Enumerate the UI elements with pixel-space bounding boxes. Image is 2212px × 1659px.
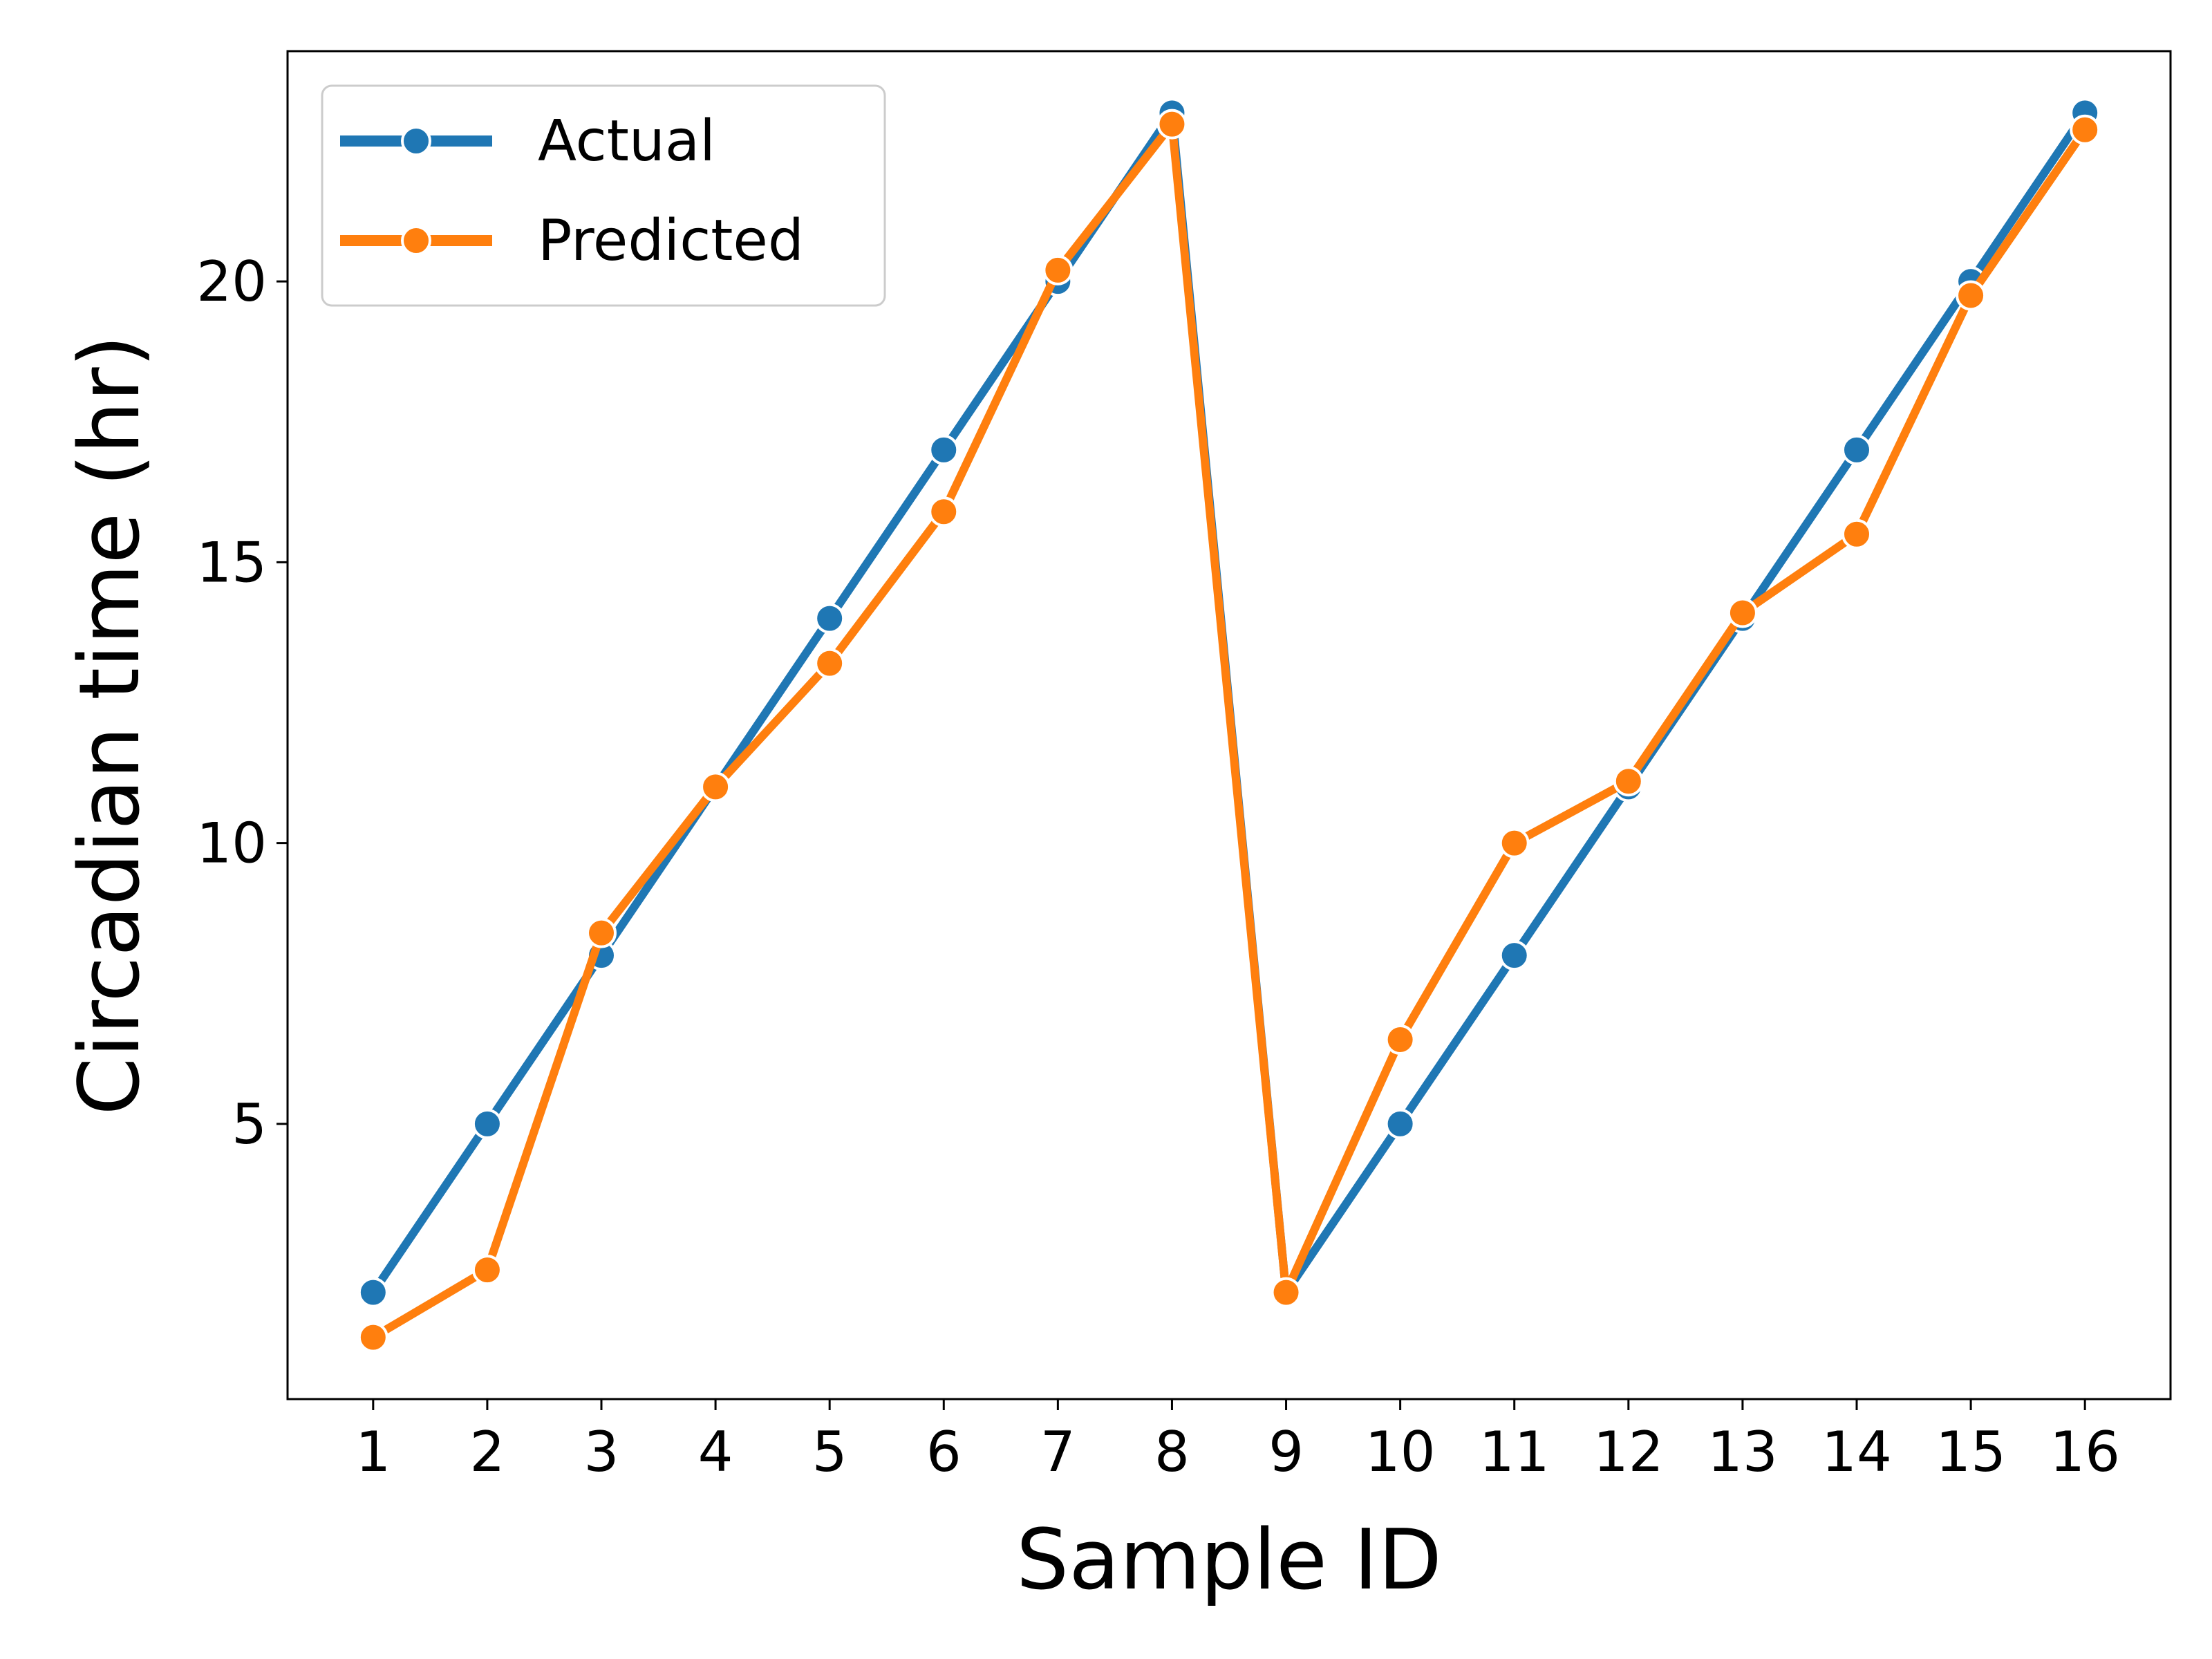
data-point-predicted (1042, 254, 1074, 285)
x-axis-label: Sample ID (1016, 1512, 1442, 1609)
data-point-predicted (1613, 766, 1644, 797)
data-point-actual (928, 434, 959, 465)
x-tick-label: 9 (1268, 1420, 1304, 1484)
y-tick-label: 5 (232, 1092, 267, 1156)
x-axis-ticks: 1 2 3 4 5 6 7 8 9 10 11 12 13 14 15 16 (355, 1399, 2120, 1484)
x-tick-label: 13 (1707, 1420, 1778, 1484)
data-point-predicted (2070, 114, 2101, 145)
legend-marker-actual (401, 126, 431, 156)
x-tick-label: 11 (1479, 1420, 1550, 1484)
legend-label-predicted: Predicted (538, 208, 804, 274)
data-point-predicted (1956, 280, 1987, 311)
series-line-predicted (371, 120, 2089, 1341)
data-point-actual (357, 1277, 388, 1308)
x-tick-label: 7 (1040, 1420, 1076, 1484)
y-tick-label: 20 (196, 250, 267, 314)
data-point-actual (471, 1108, 503, 1139)
data-point-actual (1499, 940, 1530, 971)
data-point-actual (1841, 434, 1872, 465)
legend-label-actual: Actual (538, 109, 715, 174)
legend: Actual Predicted (321, 84, 886, 307)
data-point-predicted (1271, 1277, 1302, 1308)
y-tick-label: 10 (196, 812, 267, 876)
x-tick-label: 3 (584, 1420, 619, 1484)
y-axis-label: Circadian time (hr) (62, 335, 158, 1116)
x-tick-label: 12 (1593, 1420, 1664, 1484)
x-tick-label: 5 (812, 1420, 847, 1484)
series-predicted (357, 109, 2101, 1353)
data-point-predicted (1385, 1024, 1416, 1055)
x-tick-label: 15 (1936, 1420, 2006, 1484)
x-tick-label: 16 (2050, 1420, 2120, 1484)
x-tick-label: 14 (1821, 1420, 1892, 1484)
data-point-predicted (471, 1255, 503, 1286)
x-tick-label: 2 (469, 1420, 505, 1484)
data-point-predicted (1499, 827, 1530, 859)
x-tick-label: 8 (1154, 1420, 1190, 1484)
y-tick-label: 15 (196, 530, 267, 594)
x-tick-label: 6 (926, 1420, 962, 1484)
x-tick-label: 10 (1365, 1420, 1436, 1484)
x-tick-label: 4 (698, 1420, 733, 1484)
data-point-predicted (357, 1322, 388, 1353)
y-axis-ticks: 5 10 15 20 (196, 250, 288, 1156)
data-point-actual (1385, 1108, 1416, 1139)
data-point-predicted (586, 917, 617, 948)
data-point-predicted (1156, 109, 1188, 140)
data-point-predicted (700, 771, 731, 803)
data-point-predicted (1841, 518, 1872, 550)
data-point-predicted (928, 496, 959, 527)
series-layer (357, 97, 2101, 1353)
data-point-actual (814, 603, 845, 634)
x-tick-label: 1 (355, 1420, 391, 1484)
plot-frame (286, 50, 2172, 1400)
data-point-predicted (1727, 597, 1758, 628)
legend-marker-predicted (401, 225, 431, 256)
data-point-predicted (814, 648, 845, 679)
